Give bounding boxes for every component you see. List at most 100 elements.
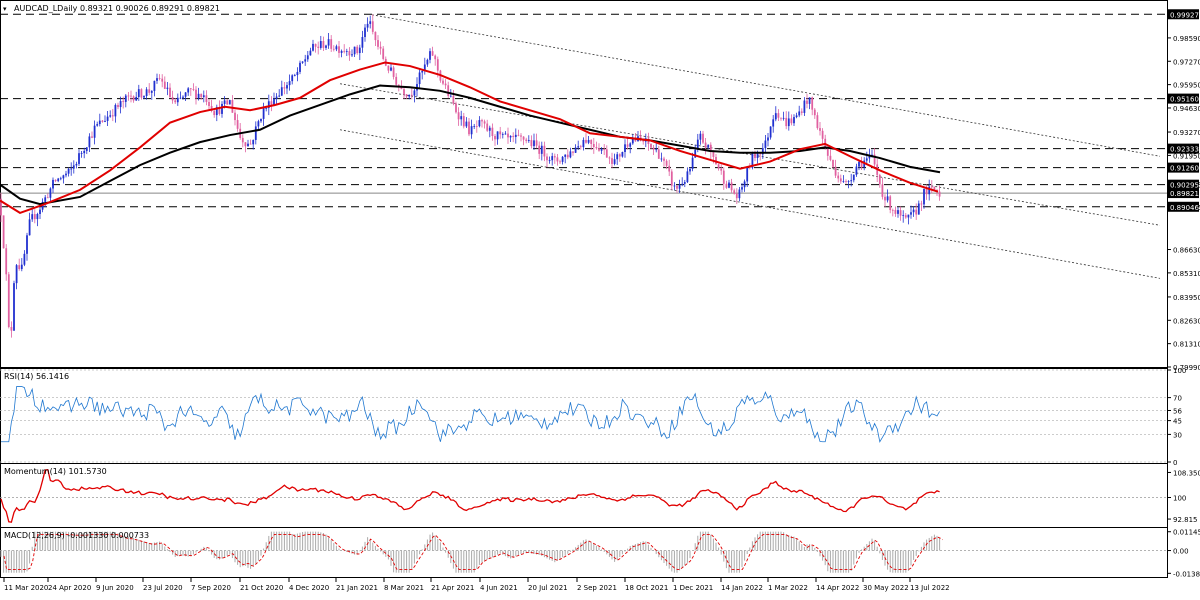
candle-bear: [494, 136, 496, 140]
candle-bull: [673, 185, 676, 187]
candle-bull: [738, 189, 741, 199]
candle-bull: [49, 188, 52, 198]
level-tag-label: 0.89821: [1170, 190, 1199, 198]
candle-bear: [813, 109, 816, 116]
candle-bull: [767, 137, 769, 141]
candle-bull: [540, 145, 543, 154]
time-tick-label: 24 Apr 2020: [48, 584, 91, 592]
macd-signal-line: [3, 534, 943, 570]
candle-bull: [793, 117, 795, 124]
price-axis: 0.98590 0.97270 0.95950 0.94630 0.93270 0.919…: [1167, 9, 1200, 578]
candle-bull: [852, 174, 855, 181]
candle-bull: [842, 181, 845, 183]
time-tick-label: 2 Sep 2021: [577, 584, 617, 592]
candle-bull: [335, 46, 338, 50]
candle-bull: [88, 136, 91, 148]
candle-bear: [553, 156, 556, 158]
candle-bear: [720, 168, 723, 171]
candle-bull: [150, 90, 153, 93]
momentum-tick-label: 108.3504: [1173, 469, 1200, 477]
momentum-pane: [0, 469, 1167, 523]
candle-bear: [712, 152, 715, 157]
candle-bull: [202, 95, 205, 98]
candle-bull: [299, 62, 301, 72]
candle-bull: [587, 139, 590, 143]
candle-bull: [70, 168, 73, 170]
candle-bear: [834, 166, 837, 176]
momentum-tick-label: 92.815: [1173, 516, 1198, 524]
candle-bull: [897, 210, 899, 214]
title-dropdown-icon[interactable]: ▾: [3, 5, 7, 13]
candle-bull: [83, 150, 86, 154]
candle-bear: [483, 121, 486, 124]
candle-bull: [613, 159, 616, 164]
candle-bull: [20, 264, 23, 270]
candle-bear: [395, 76, 398, 85]
candle-bull: [694, 149, 697, 158]
candle-bull: [865, 158, 868, 161]
level-tag-label: 0.91260: [1170, 165, 1199, 173]
rsi-label: RSI(14) 56.1416: [4, 372, 69, 381]
price-tick-label: 0.82630: [1173, 317, 1200, 325]
candle-bear: [592, 143, 595, 148]
candle-bull: [678, 184, 681, 189]
candle-bear: [605, 149, 608, 158]
candle-bull: [423, 64, 426, 71]
candle-bull: [847, 181, 850, 183]
time-tick-label: 21 Oct 2020: [240, 584, 283, 592]
candle-bear: [452, 95, 455, 104]
candle-bull: [145, 89, 148, 97]
candle-bull: [631, 139, 634, 144]
main-pane: [0, 13, 1167, 338]
candle-bear: [538, 145, 541, 154]
time-tick-label: 8 Mar 2021: [384, 584, 424, 592]
candle-bear: [639, 136, 642, 141]
candle-bull: [114, 104, 117, 117]
candle-bear: [626, 144, 629, 147]
macd-pane: [0, 531, 1167, 573]
candle-bull: [855, 166, 858, 175]
candle-bull: [306, 55, 309, 60]
candle-bull: [65, 173, 67, 176]
candle-bear: [101, 120, 104, 122]
price-tick-label: 0.85310: [1173, 270, 1200, 278]
candle-bull: [119, 101, 122, 108]
candle-bull: [413, 90, 416, 96]
candle-bear: [663, 158, 665, 161]
candle-bear: [163, 81, 166, 89]
candle-bull: [689, 168, 691, 172]
time-tick-label: 1 Mar 2022: [768, 584, 808, 592]
chart-title: AUDCAD_LDaily 0.89321 0.90026 0.89291 0.…: [14, 4, 220, 13]
candle-bull: [686, 171, 689, 183]
candle-bear: [559, 161, 561, 163]
candle-bear: [338, 46, 340, 53]
candle-bear: [218, 107, 221, 114]
level-tag: [1168, 93, 1199, 104]
candle-bull: [364, 27, 366, 38]
candle-bull: [184, 92, 187, 97]
candle-bear: [930, 186, 933, 188]
macd-tick-label: 0.011452: [1173, 529, 1200, 537]
time-tick-label: 21 Apr 2021: [431, 584, 474, 592]
candle-bull: [429, 51, 431, 60]
candle-bear: [873, 154, 876, 165]
time-tick-label: 4 Dec 2020: [289, 584, 329, 592]
candle-bull: [78, 153, 80, 164]
candle-bull: [98, 120, 101, 125]
price-tick-label: 0.83950: [1173, 294, 1200, 302]
candle-bull: [418, 72, 421, 85]
candle-bull: [496, 131, 499, 140]
candle-bear: [208, 101, 210, 107]
candle-bear: [652, 147, 655, 150]
price-tick-label: 0.91950: [1173, 152, 1200, 160]
candle-bull: [312, 43, 314, 51]
candle-bear: [491, 127, 494, 137]
candle-bear: [722, 170, 725, 184]
candle-bear: [800, 111, 803, 113]
candle-bear: [174, 100, 177, 103]
candle-bull: [751, 152, 754, 168]
candle-bull: [291, 75, 294, 82]
candle-bear: [884, 196, 886, 201]
time-tick-label: 7 Sep 2020: [191, 584, 231, 592]
candle-bear: [122, 101, 125, 102]
